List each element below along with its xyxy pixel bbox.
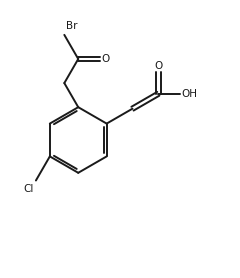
- Text: O: O: [154, 61, 162, 71]
- Text: Cl: Cl: [24, 185, 34, 195]
- Text: OH: OH: [181, 89, 197, 99]
- Text: O: O: [101, 54, 109, 64]
- Text: Br: Br: [66, 21, 78, 31]
